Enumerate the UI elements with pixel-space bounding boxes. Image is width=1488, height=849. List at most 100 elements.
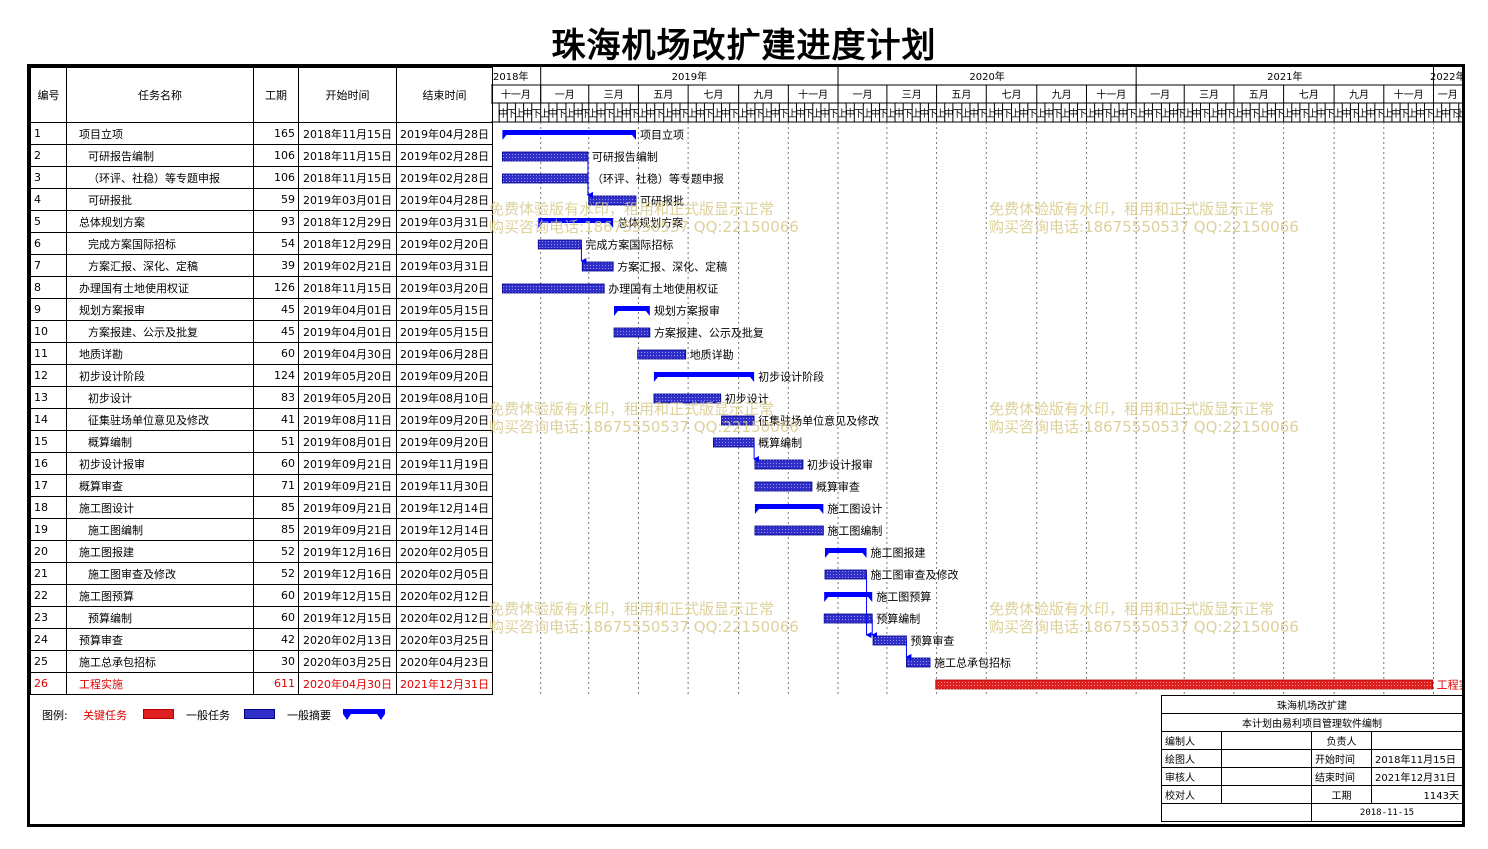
task-table-body: 1 项目立项 165 2018年11月15日 2019年04月28日 2 可研报告编制 106…	[30, 122, 493, 695]
table-row[interactable]: 19 施工图编制 85 2019年09月21日 2019年12月14日	[30, 518, 493, 541]
task-duration: 60	[253, 342, 299, 365]
col-header-end[interactable]: 结束时间	[396, 67, 493, 123]
table-row[interactable]: 7 方案汇报、深化、定稿 39 2019年02月21日 2019年03月31日	[30, 254, 493, 277]
task-end: 2019年09月20日	[396, 408, 493, 431]
col-header-duration[interactable]: 工期	[253, 67, 299, 123]
period-label: 下	[1052, 109, 1062, 120]
table-row[interactable]: 25 施工总承包招标 30 2020年03月25日 2020年04月23日	[30, 650, 493, 673]
period-label: 上	[1383, 108, 1393, 120]
info-duration-label: 工期	[1311, 785, 1372, 804]
period-label: 下	[1424, 109, 1434, 120]
table-row[interactable]: 2 可研报告编制 106 2018年11月15日 2019年02月28日	[30, 144, 493, 167]
period-label: 下	[1399, 109, 1409, 120]
critical-bar	[935, 679, 1434, 690]
table-row[interactable]: 11 地质详勘 60 2019年04月30日 2019年06月28日	[30, 342, 493, 365]
month-label: 十一月	[798, 88, 828, 101]
task-end: 2019年09月20日	[396, 364, 493, 387]
task-end: 2019年04月28日	[396, 122, 493, 145]
task-end: 2019年05月15日	[396, 298, 493, 321]
task-end: 2019年03月31日	[396, 254, 493, 277]
period-label: 上	[911, 108, 921, 120]
info-drawer-value[interactable]	[1221, 749, 1312, 768]
table-row[interactable]: 13 初步设计 83 2019年05月20日 2019年08月10日	[30, 386, 493, 409]
task-start: 2019年08月11日	[298, 408, 397, 431]
bar-label: 预算审查	[910, 634, 954, 648]
task-id: 2	[30, 144, 67, 167]
task-end: 2019年12月14日	[396, 496, 493, 519]
task-bar	[754, 481, 813, 492]
task-name: 预算编制	[66, 606, 254, 629]
table-row[interactable]: 15 概算编制 51 2019年08月01日 2019年09月20日	[30, 430, 493, 453]
month-label: 十一月	[1096, 88, 1126, 101]
table-row[interactable]: 5 总体规划方案 93 2018年12月29日 2019年03月31日	[30, 210, 493, 233]
period-label: 上	[1011, 108, 1021, 120]
table-row[interactable]: 1 项目立项 165 2018年11月15日 2019年04月28日	[30, 122, 493, 145]
task-name: 施工图报建	[66, 540, 254, 563]
task-name: 项目立项	[66, 122, 254, 145]
bar-label: 概算审查	[816, 480, 860, 494]
table-row[interactable]: 22 施工图预算 60 2019年12月15日 2020年02月12日	[30, 584, 493, 607]
table-row[interactable]: 4 可研报批 59 2019年03月01日 2019年04月28日	[30, 188, 493, 211]
col-header-start[interactable]: 开始时间	[298, 67, 397, 123]
task-end: 2020年02月12日	[396, 584, 493, 607]
col-header-id[interactable]: 编号	[30, 67, 67, 123]
period-label: 中	[1241, 107, 1251, 120]
month-label: 一月	[1438, 89, 1458, 101]
task-start: 2018年11月15日	[298, 144, 397, 167]
info-drawer-label: 绘图人	[1161, 749, 1222, 768]
table-row[interactable]: 6 完成方案国际招标 54 2018年12月29日 2019年02月20日	[30, 232, 493, 255]
period-label: 上	[812, 108, 822, 120]
table-row[interactable]: 18 施工图设计 85 2019年09月21日 2019年12月14日	[30, 496, 493, 519]
summary-bar	[824, 548, 867, 558]
bar-label: 办理国有土地使用权证	[608, 282, 718, 296]
month-label: 三月	[604, 89, 624, 101]
task-bar	[906, 657, 931, 668]
summary-bar	[614, 306, 650, 316]
table-row[interactable]: 24 预算审查 42 2020年02月13日 2020年03月25日	[30, 628, 493, 651]
table-row[interactable]: 8 办理国有土地使用权证 126 2018年11月15日 2019年03月20日	[30, 276, 493, 299]
table-row[interactable]: 16 初步设计报审 60 2019年09月21日 2019年11月19日	[30, 452, 493, 475]
table-row[interactable]: 10 方案报建、公示及批复 45 2019年04月01日 2019年05月15日	[30, 320, 493, 343]
task-bar	[712, 437, 755, 448]
table-row[interactable]: 17 概算审查 71 2019年09月21日 2019年11月30日	[30, 474, 493, 497]
task-start: 2018年11月15日	[298, 122, 397, 145]
task-duration: 126	[253, 276, 299, 299]
info-editor-label: 编制人	[1161, 731, 1222, 750]
bar-label: 征集驻场单位意见及修改	[758, 414, 879, 428]
month-label: 九月	[753, 89, 773, 101]
period-label: 上	[565, 108, 575, 120]
period-label: 下	[1449, 109, 1459, 120]
period-label: 中	[596, 107, 606, 120]
legend: 图例: 关键任务 一般任务 一般摘要	[30, 695, 1160, 824]
period-label: 上	[1086, 108, 1096, 120]
period-label: 上	[1407, 108, 1417, 120]
legend-task-label: 一般任务	[186, 709, 230, 722]
table-row[interactable]: 12 初步设计阶段 124 2019年05月20日 2019年09月20日	[30, 364, 493, 387]
task-end: 2019年03月31日	[396, 210, 493, 233]
period-label: 上	[1455, 108, 1462, 120]
table-row[interactable]: 21 施工图审查及修改 52 2019年12月16日 2020年02月05日	[30, 562, 493, 585]
period-label: 下	[605, 109, 615, 120]
table-row[interactable]: 20 施工图报建 52 2019年12月16日 2020年02月05日	[30, 540, 493, 563]
period-label: 中	[1341, 107, 1351, 120]
info-checker-value[interactable]	[1221, 785, 1312, 804]
info-owner-value[interactable]	[1371, 731, 1463, 750]
task-duration: 60	[253, 452, 299, 475]
table-row[interactable]: 9 规划方案报审 45 2019年04月01日 2019年05月15日	[30, 298, 493, 321]
summary-bar	[502, 130, 636, 140]
period-label: 中	[1019, 107, 1029, 120]
task-end: 2019年09月20日	[396, 430, 493, 453]
info-reviewer-value[interactable]	[1221, 767, 1312, 786]
period-label: 中	[1044, 107, 1054, 120]
task-end: 2021年12月31日	[396, 672, 493, 695]
table-row[interactable]: 26 工程实施 611 2020年04月30日 2021年12月31日	[30, 672, 493, 695]
task-duration: 60	[253, 584, 299, 607]
period-label: 中	[523, 107, 533, 120]
task-start: 2019年05月20日	[298, 386, 397, 409]
table-row[interactable]: 3 （环评、社稳）等专题申报 106 2018年11月15日 2019年02月28日	[30, 166, 493, 189]
info-editor-value[interactable]	[1221, 731, 1312, 750]
table-row[interactable]: 23 预算编制 60 2019年12月15日 2020年02月12日	[30, 606, 493, 629]
task-id: 13	[30, 386, 67, 409]
col-header-name[interactable]: 任务名称	[66, 67, 254, 123]
table-row[interactable]: 14 征集驻场单位意见及修改 41 2019年08月11日 2019年09月20日	[30, 408, 493, 431]
